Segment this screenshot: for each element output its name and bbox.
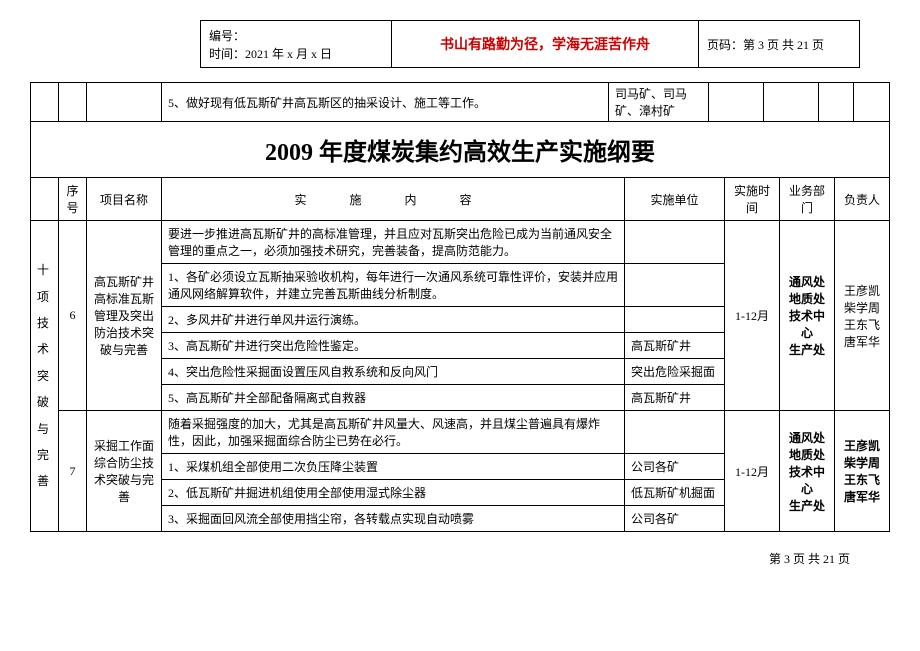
ts-blank-8	[819, 83, 854, 121]
ts-blank-3	[87, 83, 162, 121]
ts-blank-1	[31, 83, 59, 121]
seq-6: 6	[59, 221, 87, 411]
content-6-4: 4、突出危险性采掘面设置压风自救系统和反向风门	[162, 359, 625, 385]
header-center: 书山有路勤为径，学海无涯苦作舟	[391, 21, 699, 67]
table-header-row: 序号 项目名称 实 施 内 容 实施单位 实施时间 业务部门 负责人	[31, 178, 890, 221]
unit-6-4: 突出危险采掘面	[625, 359, 725, 385]
unit-7-2: 低瓦斯矿机掘面	[625, 480, 725, 506]
unit-6-1	[625, 264, 725, 307]
time-7: 1-12月	[725, 411, 780, 532]
seq-7: 7	[59, 411, 87, 532]
unit-6-3: 高瓦斯矿井	[625, 333, 725, 359]
ts-blank-6	[709, 83, 764, 121]
th-proj: 项目名称	[87, 178, 162, 221]
th-content: 实 施 内 容	[162, 178, 625, 221]
top-strip: 5、做好现有低瓦斯矿井高瓦斯区的抽采设计、施工等工作。 司马矿、司马矿、漳村矿	[30, 82, 890, 122]
side-label-text: 十项技术突破与完善	[37, 263, 51, 488]
table-row: 十项技术突破与完善 6 高瓦斯矿井高标准瓦斯管理及突出防治技术突破与完善 要进一…	[31, 221, 890, 264]
dept-6: 通风处 地质处 技术中心 生产处	[780, 221, 835, 411]
content-7-3: 3、采掘面回风流全部使用挡尘帘，各转载点实现自动喷雾	[162, 506, 625, 532]
page-label: 页码：第 3 页 共 21 页	[707, 36, 824, 53]
person-7: 王彦凯 柴学周 王东飞 唐军华	[835, 411, 890, 532]
ts-content: 5、做好现有低瓦斯矿井高瓦斯区的抽采设计、施工等工作。	[162, 83, 609, 121]
main-table: 序号 项目名称 实 施 内 容 实施单位 实施时间 业务部门 负责人 十项技术突…	[30, 177, 890, 532]
th-person: 负责人	[835, 178, 890, 221]
content-7-0: 随着采掘强度的加大，尤其是高瓦斯矿井风量大、风速高，并且煤尘普遍具有爆炸性，因此…	[162, 411, 625, 454]
th-dept: 业务部门	[780, 178, 835, 221]
motto: 书山有路勤为径，学海无涯苦作舟	[440, 34, 650, 54]
ts-blank-9	[854, 83, 889, 121]
content-6-2: 2、多风井矿井进行单风井运行演练。	[162, 307, 625, 333]
dept-7: 通风处 地质处 技术中心 生产处	[780, 411, 835, 532]
content-6-1: 1、各矿必须设立瓦斯抽采验收机构，每年进行一次通风系统可靠性评价，安装并应用通风…	[162, 264, 625, 307]
time-label: 时间：2021 年 x 月 x 日	[209, 45, 383, 63]
serial-label: 编号：	[209, 27, 383, 45]
time-6: 1-12月	[725, 221, 780, 411]
content-7-2: 2、低瓦斯矿井掘进机组使用全部使用湿式除尘器	[162, 480, 625, 506]
ts-blank-2	[59, 83, 87, 121]
person-6: 王彦凯 柴学周 王东飞 唐军华	[835, 221, 890, 411]
page-title: 2009 年度煤炭集约高效生产实施纲要	[30, 122, 890, 177]
side-label: 十项技术突破与完善	[31, 221, 59, 532]
table-row: 7 采掘工作面综合防尘技术突破与完善 随着采掘强度的加大，尤其是高瓦斯矿井风量大…	[31, 411, 890, 454]
proj-7: 采掘工作面综合防尘技术突破与完善	[87, 411, 162, 532]
ts-blank-7	[764, 83, 819, 121]
content-6-3: 3、高瓦斯矿井进行突出危险性鉴定。	[162, 333, 625, 359]
unit-6-2	[625, 307, 725, 333]
content-6-0: 要进一步推进高瓦斯矿井的高标准管理，并且应对瓦斯突出危险已成为当前通风安全管理的…	[162, 221, 625, 264]
unit-7-0	[625, 411, 725, 454]
header-right: 页码：第 3 页 共 21 页	[699, 21, 859, 67]
ts-unit: 司马矿、司马矿、漳村矿	[609, 83, 709, 121]
header-left: 编号： 时间：2021 年 x 月 x 日	[201, 21, 391, 67]
header-box: 编号： 时间：2021 年 x 月 x 日 书山有路勤为径，学海无涯苦作舟 页码…	[200, 20, 860, 68]
th-unit: 实施单位	[625, 178, 725, 221]
content-7-1: 1、采煤机组全部使用二次负压降尘装置	[162, 454, 625, 480]
th-side	[31, 178, 59, 221]
th-time: 实施时间	[725, 178, 780, 221]
unit-6-0	[625, 221, 725, 264]
unit-7-1: 公司各矿	[625, 454, 725, 480]
footer: 第 3 页 共 21 页	[30, 550, 890, 567]
unit-7-3: 公司各矿	[625, 506, 725, 532]
proj-6: 高瓦斯矿井高标准瓦斯管理及突出防治技术突破与完善	[87, 221, 162, 411]
th-seq: 序号	[59, 178, 87, 221]
content-6-5: 5、高瓦斯矿井全部配备隔离式自救器	[162, 385, 625, 411]
unit-6-5: 高瓦斯矿井	[625, 385, 725, 411]
